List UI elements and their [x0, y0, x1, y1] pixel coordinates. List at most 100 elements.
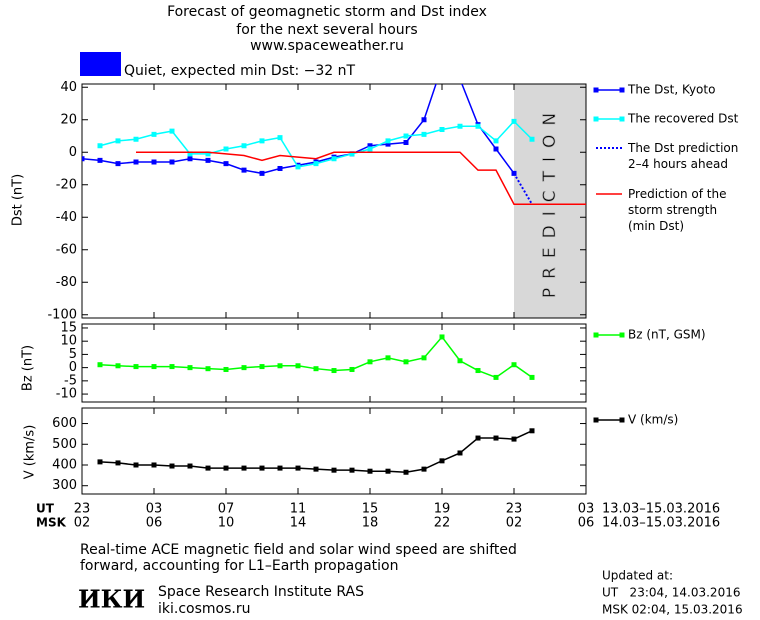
- data-point: [133, 159, 139, 165]
- series-line: [99, 335, 533, 379]
- data-point: [151, 462, 157, 468]
- data-point: [277, 363, 283, 369]
- data-point: [511, 362, 517, 368]
- x-tick-label: 03: [578, 502, 595, 517]
- y-tick-label: 40: [60, 80, 77, 95]
- y-tick-label: 20: [60, 112, 77, 127]
- data-point: [241, 167, 247, 173]
- legend-marker: [619, 332, 625, 338]
- x2-tick-label: 10: [218, 516, 235, 531]
- data-point: [439, 334, 445, 340]
- data-point: [493, 138, 499, 144]
- updated: Updated at:: [602, 569, 673, 583]
- data-point: [151, 159, 157, 165]
- data-point: [475, 435, 481, 441]
- y-tick-label: 15: [60, 320, 77, 335]
- y-tick-label: -20: [56, 177, 77, 192]
- x2-tick-label: 02: [74, 516, 91, 531]
- data-point: [511, 436, 517, 442]
- data-point: [169, 128, 175, 134]
- y-axis-label: Dst (nT): [11, 174, 26, 226]
- legend-label: Bz (nT, GSM): [628, 328, 706, 342]
- data-point: [457, 450, 463, 456]
- x-tick-label: 19: [434, 502, 451, 517]
- y-tick-label: 600: [52, 416, 77, 431]
- data-point: [205, 366, 211, 372]
- data-point: [82, 156, 85, 162]
- x-range: 13.03–15.03.2016: [602, 502, 720, 517]
- data-point: [529, 374, 535, 380]
- y-tick-label: -60: [56, 242, 77, 257]
- note: forward, accounting for L1–Earth propaga…: [80, 558, 399, 574]
- data-point: [385, 468, 391, 474]
- data-point: [115, 363, 121, 369]
- data-point: [115, 161, 121, 167]
- data-point: [313, 466, 319, 472]
- data-point: [169, 364, 175, 370]
- legend-label: V (km/s): [628, 413, 678, 427]
- legend-label: The recovered Dst: [627, 112, 739, 126]
- data-point: [367, 359, 373, 365]
- series-line: [513, 172, 533, 205]
- data-point: [403, 140, 409, 145]
- data-point: [349, 151, 355, 157]
- updated: UT 23:04, 14.03.2016: [602, 586, 740, 600]
- data-point: [187, 156, 193, 162]
- plot-area: [97, 334, 535, 380]
- x2-tick-label: 02: [506, 516, 523, 531]
- data-point: [241, 143, 247, 149]
- data-point: [187, 151, 193, 157]
- legend-label: Prediction of the storm strength (min Dst): [628, 187, 727, 233]
- data-point: [277, 166, 283, 171]
- data-point: [133, 364, 139, 370]
- title-line: for the next several hours: [236, 22, 417, 38]
- data-point: [115, 460, 121, 466]
- x-axis-label: UT: [36, 502, 55, 516]
- site: iki.cosmos.ru: [158, 601, 250, 617]
- legend-marker: [619, 116, 625, 122]
- y-tick-label: 500: [52, 437, 77, 452]
- data-point: [241, 365, 247, 371]
- status: Quiet, expected min Dst: −32 nT: [124, 63, 356, 79]
- data-point: [331, 156, 337, 162]
- data-point: [403, 469, 409, 475]
- data-point: [223, 161, 229, 167]
- panel-frame: [81, 407, 587, 495]
- data-point: [97, 143, 103, 149]
- data-point: [403, 359, 409, 365]
- data-point: [223, 146, 229, 152]
- data-point: [277, 465, 283, 471]
- plot-area: [82, 64, 586, 205]
- data-point: [475, 123, 481, 129]
- status-swatch: [80, 52, 121, 76]
- data-point: [223, 465, 229, 471]
- x-tick-label: 11: [290, 502, 307, 517]
- data-point: [97, 459, 103, 465]
- data-point: [493, 146, 499, 152]
- data-point: [367, 468, 373, 474]
- series-line: [136, 151, 586, 205]
- data-point: [385, 355, 391, 361]
- data-point: [169, 159, 175, 165]
- x2-tick-label: 22: [434, 516, 451, 531]
- panel-frame: [81, 83, 587, 319]
- data-point: [97, 362, 103, 368]
- legend-marker: [619, 87, 625, 93]
- data-point: [421, 117, 427, 123]
- x2-tick-label: 06: [146, 516, 163, 531]
- data-point: [421, 355, 427, 361]
- data-point: [277, 135, 283, 141]
- y-tick-label: -10: [56, 387, 77, 402]
- data-point: [331, 467, 337, 473]
- y-tick-label: 10: [60, 334, 77, 349]
- x2-tick-label: 06: [578, 516, 595, 531]
- x2-tick-label: 18: [362, 516, 379, 531]
- data-point: [169, 463, 175, 469]
- data-point: [205, 157, 211, 163]
- data-point: [259, 170, 265, 176]
- data-point: [440, 64, 445, 69]
- updated: MSK 02:04, 15.03.2016: [602, 603, 743, 617]
- prediction-label: PREDICTION: [540, 104, 560, 298]
- data-point: [493, 374, 499, 380]
- x-tick-label: 07: [218, 502, 235, 517]
